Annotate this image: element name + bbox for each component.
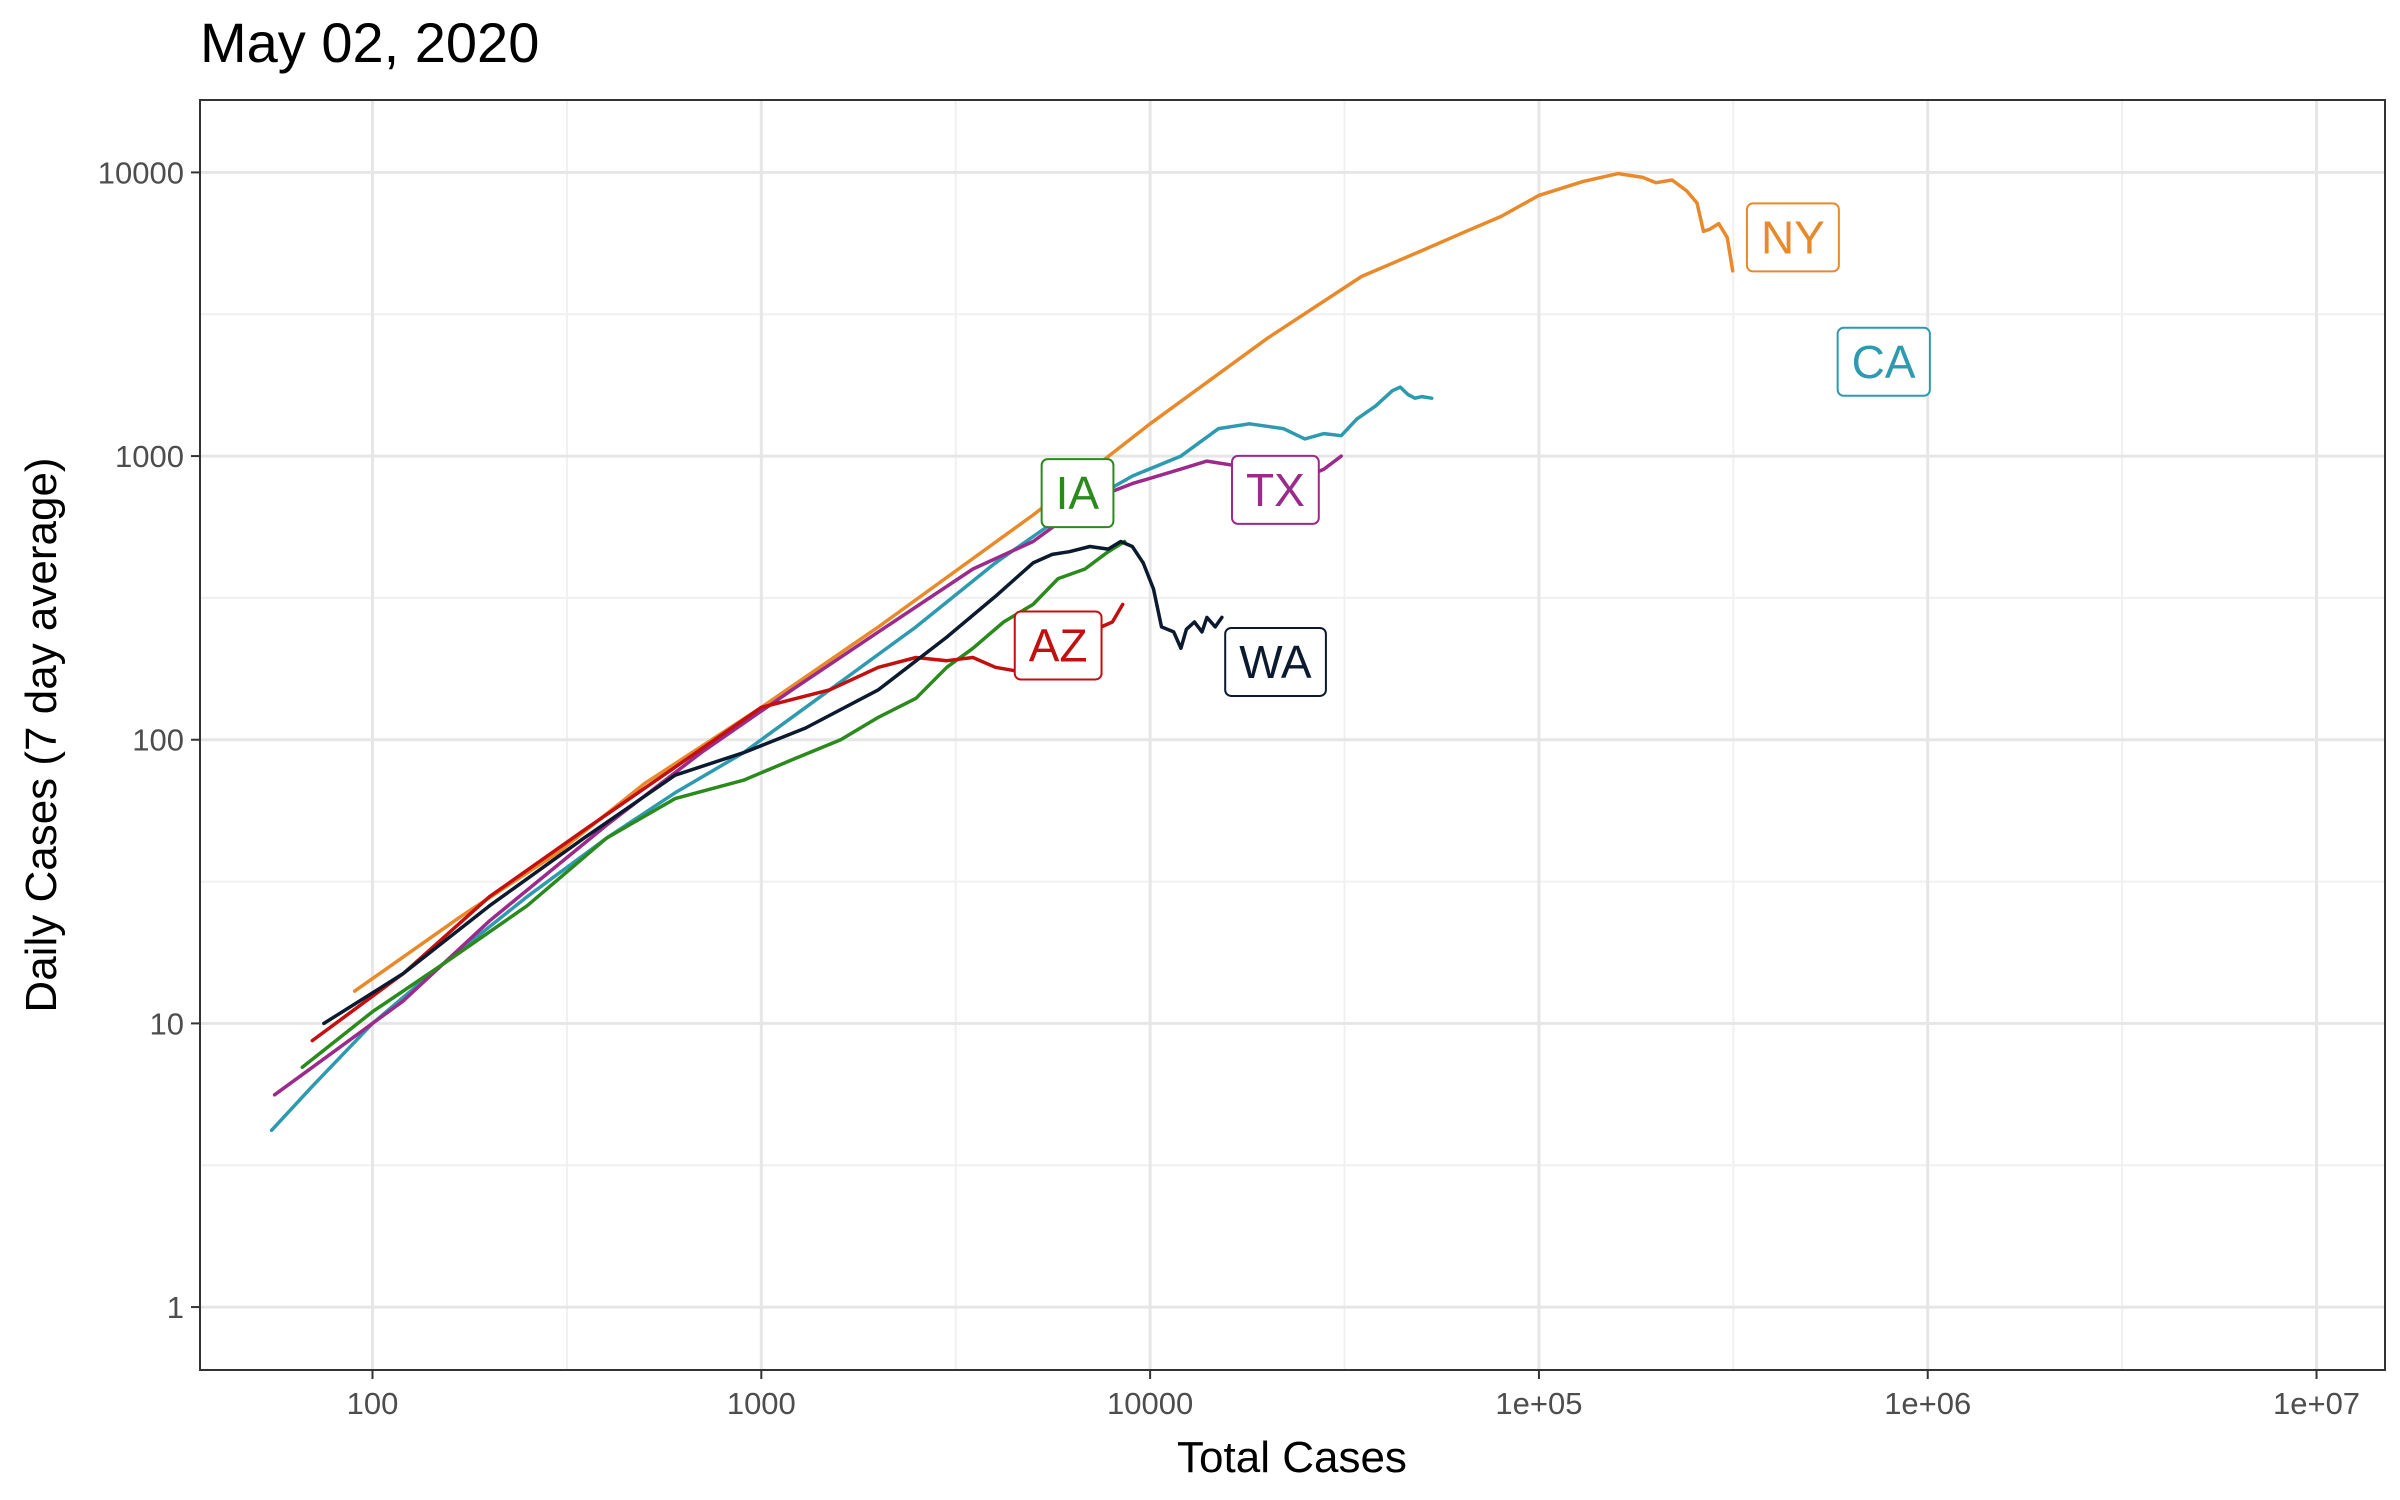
series-label-box-az <box>1013 610 1103 681</box>
x-axis-title: Total Cases <box>1177 1433 1407 1482</box>
x-tick-label: 1e+05 <box>1495 1386 1582 1421</box>
x-tick-label: 1e+07 <box>2273 1386 2360 1421</box>
series-label-tx: TX <box>1231 454 1320 525</box>
series-label-wa: WA <box>1224 626 1327 697</box>
series-labels: NY CA TX IA AZ WA <box>1013 202 1931 697</box>
y-tick-label: 10 <box>150 1006 184 1041</box>
series-label-text-az: AZ <box>1029 619 1088 671</box>
series-label-ia: IA <box>1040 458 1115 529</box>
series-label-text-tx: TX <box>1246 464 1305 516</box>
y-tick-label: 1 <box>167 1290 184 1325</box>
y-axis: 1 10 100 1000 10000 <box>98 155 200 1325</box>
y-tick-label: 100 <box>132 723 184 758</box>
series-line-ny <box>352 171 1735 993</box>
series-label-text-ia: IA <box>1056 467 1100 519</box>
grid-major <box>200 100 2385 1370</box>
grid-minor <box>200 100 2385 1370</box>
series-label-box-ia <box>1040 458 1115 529</box>
x-tick-label: 100 <box>347 1386 399 1421</box>
y-axis-title: Daily Cases (7 day average) <box>17 457 66 1012</box>
series-label-box-tx <box>1231 454 1320 525</box>
y-tick-label: 10000 <box>98 155 184 190</box>
series-line-ia <box>300 539 1127 1070</box>
x-tick-label: 10000 <box>1107 1386 1193 1421</box>
series-label-ny: NY <box>1745 202 1840 273</box>
series-label-az: AZ <box>1013 610 1103 681</box>
series-line-ca <box>269 385 1434 1133</box>
series-label-ca: CA <box>1836 326 1931 397</box>
x-tick-label: 1000 <box>727 1386 796 1421</box>
x-tick-label: 1e+06 <box>1884 1386 1971 1421</box>
series-label-text-wa: WA <box>1239 636 1312 688</box>
chart-title: May 02, 2020 <box>200 11 539 74</box>
y-tick-label: 1000 <box>115 439 184 474</box>
series-label-text-ca: CA <box>1852 336 1916 388</box>
series-label-text-ny: NY <box>1761 211 1825 263</box>
series-line-wa <box>322 539 1224 1026</box>
plot-frame <box>199 99 2386 1371</box>
series-label-box-ny <box>1745 202 1840 273</box>
x-axis: 100 1000 10000 1e+05 1e+06 1e+07 <box>347 1370 2360 1421</box>
plot-background <box>200 100 2385 1370</box>
series-label-box-ca <box>1836 326 1931 397</box>
series-label-box-wa <box>1224 626 1327 697</box>
